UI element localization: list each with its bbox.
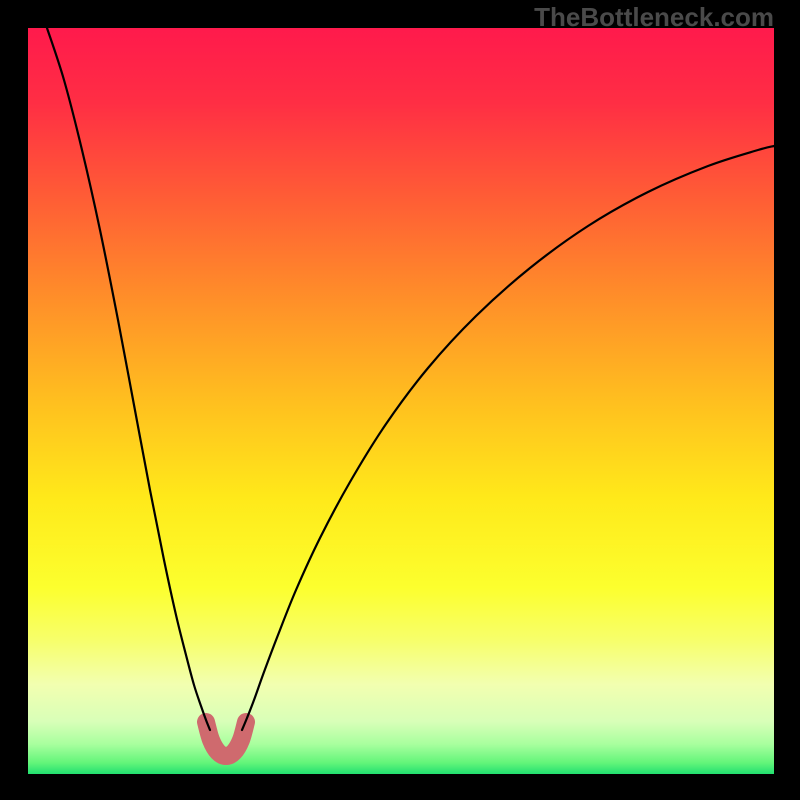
watermark-text: TheBottleneck.com [534, 2, 774, 33]
gradient-background [28, 28, 774, 774]
